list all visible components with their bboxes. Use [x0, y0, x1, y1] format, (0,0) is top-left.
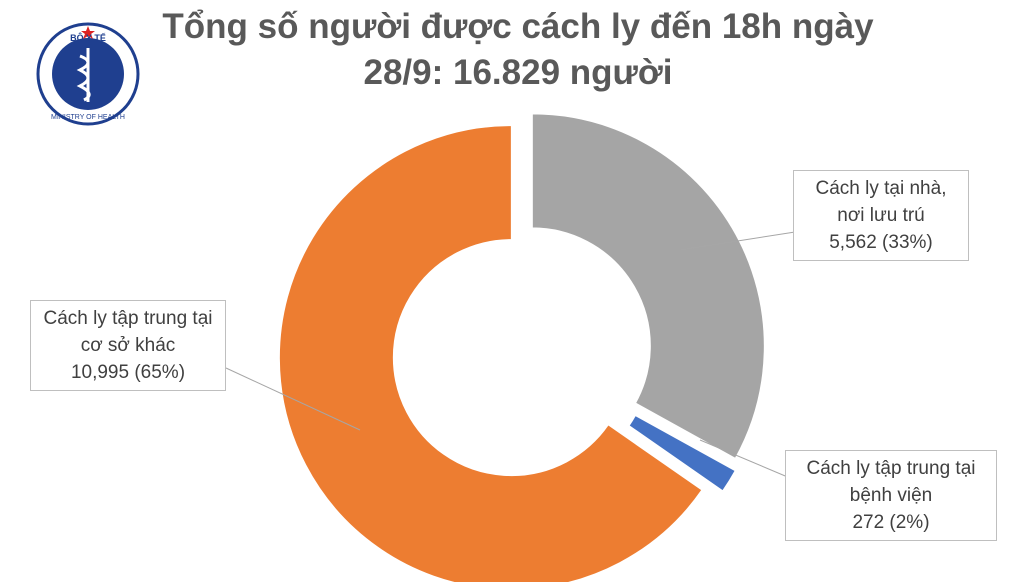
logo-star: [81, 26, 95, 39]
leader-line: [699, 439, 791, 479]
donut-slice: [278, 125, 703, 582]
logo-emblem: [76, 48, 91, 102]
leader-line: [679, 231, 796, 251]
category-label: Cách ly tập trung tại cơ sở khác: [43, 308, 213, 356]
leader-line: [225, 367, 361, 431]
value-label: 272 (2%): [852, 512, 930, 533]
chart-title: Tổng số người được cách ly đến 18h ngày …: [162, 7, 874, 92]
data-label: Cách ly tại nhà, nơi lưu trú 5,562 (33%): [793, 170, 969, 261]
donut-slice: [628, 414, 736, 492]
donut: [278, 113, 765, 582]
data-label: Cách ly tập trung tại cơ sở khác 10,995 …: [30, 300, 226, 391]
logo-top-text: BỘ Y TẾ: [70, 32, 106, 43]
value-label: 10,995 (65%): [70, 362, 186, 383]
category-label: Cách ly tại nhà, nơi lưu trú: [815, 178, 947, 226]
logo-bottom-text: MINISTRY OF HEALTH: [51, 114, 125, 121]
donut-slice: [531, 113, 765, 459]
category-label: Cách ly tập trung tại bệnh viện: [806, 458, 976, 506]
data-label: Cách ly tập trung tại bệnh viện 272 (2%): [785, 450, 997, 541]
value-label: 5,562 (33%): [829, 232, 933, 253]
logo: BỘ Y TẾ MINISTRY OF HEALTH: [36, 22, 140, 126]
